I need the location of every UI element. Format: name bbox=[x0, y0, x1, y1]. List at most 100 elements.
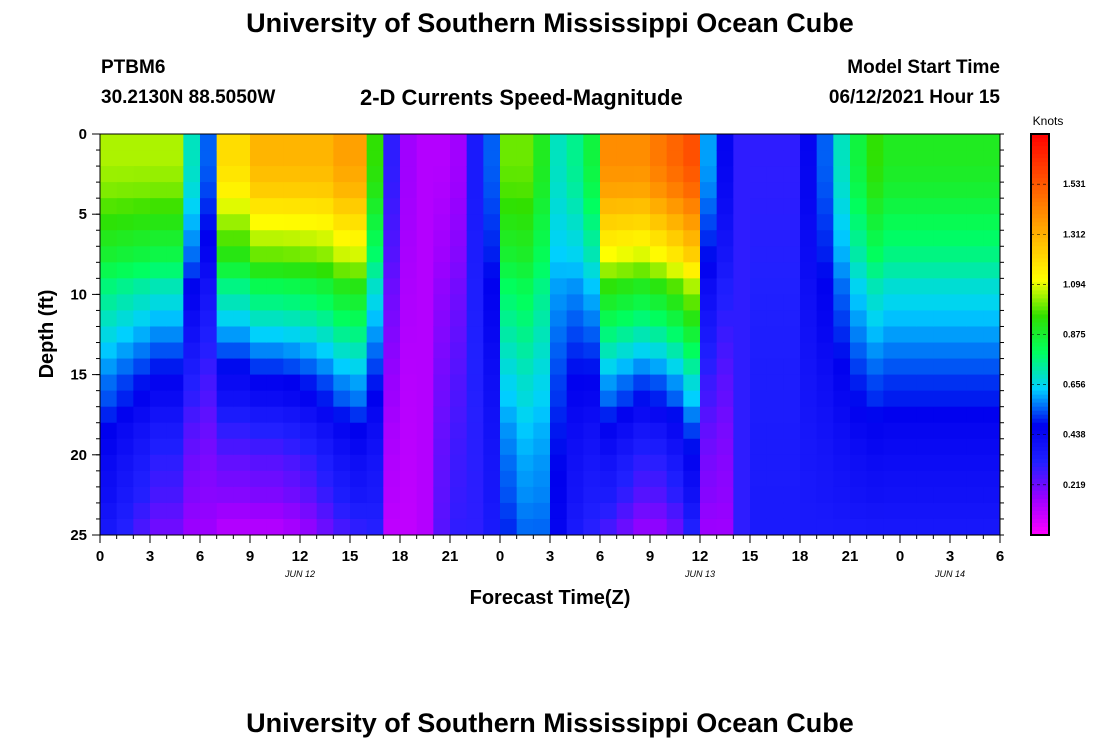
heatmap-cell bbox=[900, 518, 918, 536]
heatmap-cell bbox=[700, 198, 718, 215]
heatmap-cell bbox=[200, 262, 218, 279]
heatmap-cell bbox=[483, 310, 501, 327]
heatmap-cell bbox=[666, 246, 684, 263]
heatmap-cell bbox=[133, 454, 151, 472]
heatmap-cell bbox=[283, 470, 301, 488]
heatmap-cell bbox=[550, 134, 568, 151]
heatmap-cell bbox=[783, 486, 801, 504]
heatmap-cell bbox=[766, 134, 784, 151]
colorbar-segment bbox=[1031, 354, 1049, 360]
heatmap-cell bbox=[950, 422, 968, 440]
heatmap-cell bbox=[600, 358, 618, 376]
heatmap-cell bbox=[783, 454, 801, 472]
colorbar-segment bbox=[1031, 374, 1049, 380]
heatmap-cell bbox=[866, 134, 884, 151]
x-tick-label: 3 bbox=[546, 548, 554, 565]
heatmap-cell bbox=[500, 518, 518, 536]
heatmap-cell bbox=[700, 166, 718, 183]
heatmap-cell bbox=[500, 230, 518, 247]
heatmap-cell bbox=[766, 470, 784, 488]
heatmap-cell bbox=[116, 214, 134, 231]
heatmap-cell bbox=[816, 518, 834, 536]
heatmap-cell bbox=[783, 422, 801, 440]
heatmap-cell bbox=[783, 294, 801, 311]
heatmap-cell bbox=[550, 422, 568, 440]
heatmap-cell bbox=[100, 486, 118, 504]
heatmap-cell bbox=[450, 134, 468, 151]
heatmap-cell bbox=[316, 438, 334, 456]
heatmap-cell bbox=[350, 166, 368, 183]
heatmap-cell bbox=[916, 518, 934, 536]
x-tick-label: 9 bbox=[246, 548, 254, 565]
heatmap-cell bbox=[266, 390, 284, 408]
heatmap-cell bbox=[266, 214, 284, 231]
heatmap-cell bbox=[633, 262, 651, 279]
colorbar-segment bbox=[1031, 310, 1049, 316]
heatmap-cell bbox=[833, 278, 851, 295]
heatmap-cell bbox=[150, 230, 168, 247]
heatmap-cell bbox=[850, 134, 868, 151]
heatmap-cell bbox=[616, 358, 634, 376]
heatmap-cell bbox=[366, 198, 384, 215]
heatmap-cell bbox=[666, 262, 684, 279]
heatmap-cell bbox=[683, 374, 701, 392]
heatmap-cell bbox=[950, 246, 968, 263]
heatmap-cell bbox=[466, 262, 484, 279]
heatmap-cell bbox=[133, 422, 151, 440]
heatmap-cell bbox=[133, 342, 151, 360]
heatmap-cell bbox=[616, 518, 634, 536]
heatmap-cell bbox=[200, 358, 218, 376]
heatmap-cell bbox=[166, 294, 184, 311]
heatmap-cell bbox=[116, 374, 134, 392]
heatmap-cell bbox=[766, 182, 784, 199]
heatmap-cell bbox=[183, 294, 201, 311]
heatmap-cell bbox=[816, 342, 834, 360]
heatmap-cell bbox=[900, 390, 918, 408]
heatmap-cell bbox=[716, 150, 734, 167]
heatmap-cell bbox=[900, 454, 918, 472]
heatmap-cell bbox=[616, 390, 634, 408]
heatmap-cell bbox=[783, 390, 801, 408]
heatmap-cell bbox=[316, 422, 334, 440]
colorbar-tick-label: 1.312 bbox=[1063, 229, 1086, 239]
heatmap-cell bbox=[933, 214, 951, 231]
heatmap-cell bbox=[416, 230, 434, 247]
heatmap-cell bbox=[750, 246, 768, 263]
heatmap-cell bbox=[833, 470, 851, 488]
heatmap-cell bbox=[650, 150, 668, 167]
heatmap-cell bbox=[266, 198, 284, 215]
heatmap-cell bbox=[516, 454, 534, 472]
heatmap-cell bbox=[283, 262, 301, 279]
heatmap-cell bbox=[866, 246, 884, 263]
x-tick-label: 6 bbox=[196, 548, 204, 565]
heatmap-cell bbox=[700, 438, 718, 456]
heatmap-cell bbox=[850, 342, 868, 360]
heatmap-cell bbox=[633, 310, 651, 327]
heatmap-cell bbox=[700, 502, 718, 520]
heatmap-cell bbox=[716, 310, 734, 327]
heatmap-cell bbox=[700, 518, 718, 536]
heatmap-cell bbox=[800, 182, 818, 199]
heatmap-cell bbox=[600, 182, 618, 199]
heatmap-cell bbox=[933, 326, 951, 344]
heatmap-cell bbox=[216, 438, 234, 456]
heatmap-cell bbox=[866, 406, 884, 424]
heatmap-cell bbox=[700, 278, 718, 295]
heatmap-cell bbox=[900, 214, 918, 231]
heatmap-cell bbox=[850, 518, 868, 536]
heatmap-cell bbox=[733, 246, 751, 263]
heatmap-cell bbox=[883, 358, 901, 376]
heatmap-cell bbox=[500, 438, 518, 456]
heatmap-cell bbox=[283, 150, 301, 167]
heatmap-cell bbox=[316, 150, 334, 167]
heatmap-cell bbox=[933, 342, 951, 360]
heatmap-cell bbox=[533, 326, 551, 344]
heatmap-cell bbox=[250, 246, 268, 263]
heatmap-cell bbox=[316, 374, 334, 392]
heatmap-cell bbox=[816, 358, 834, 376]
heatmap-cell bbox=[600, 486, 618, 504]
heatmap-cell bbox=[816, 262, 834, 279]
y-tick-label: 10 bbox=[70, 286, 87, 303]
heatmap-cell bbox=[266, 406, 284, 424]
heatmap-cell bbox=[683, 294, 701, 311]
